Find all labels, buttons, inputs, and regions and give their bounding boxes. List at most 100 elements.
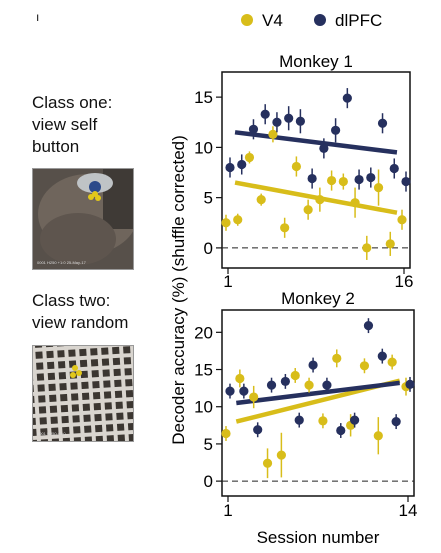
point-dlpfc bbox=[225, 162, 235, 173]
point-dlpfc bbox=[366, 172, 376, 183]
chart-monkey-1: Monkey 1 0 5 10 15 1 16 bbox=[194, 52, 413, 291]
gaze-dot bbox=[70, 372, 76, 378]
x-tick-label: 16 bbox=[395, 272, 414, 291]
point-dlpfc bbox=[225, 386, 235, 396]
point-dlpfc bbox=[405, 379, 415, 389]
point-v4 bbox=[315, 195, 325, 205]
legend-svg: V4 dlPFC bbox=[241, 11, 382, 30]
point-v4 bbox=[318, 416, 328, 426]
plot-frame bbox=[221, 71, 411, 269]
point-v4 bbox=[332, 353, 342, 363]
point-dlpfc bbox=[253, 425, 263, 435]
y-axis-label: Decoder accuracy (%) (shuffle corrected) bbox=[169, 135, 188, 445]
point-v4 bbox=[338, 176, 348, 187]
point-dlpfc bbox=[280, 376, 290, 387]
y-tick-label: 0 bbox=[204, 239, 213, 258]
point-dlpfc bbox=[295, 116, 305, 126]
point-dlpfc bbox=[294, 415, 304, 425]
point-v4 bbox=[327, 175, 337, 186]
point-dlpfc bbox=[248, 124, 259, 134]
class-one-photo: 0001 H250 +1:0 25-May-17 bbox=[32, 168, 134, 270]
photo-caption-2: 0001 H250 +1:0 bbox=[37, 431, 66, 436]
point-dlpfc bbox=[363, 321, 374, 331]
x-tick-label: 1 bbox=[223, 272, 232, 291]
point-dlpfc bbox=[401, 176, 411, 187]
point-dlpfc bbox=[342, 93, 352, 103]
point-v4 bbox=[362, 243, 372, 253]
x-tick-label: 1 bbox=[223, 501, 232, 520]
point-dlpfc bbox=[331, 125, 341, 135]
point-v4 bbox=[256, 195, 266, 205]
photo-caption-1: 0001 H250 +1:0 25-May-17 bbox=[37, 260, 87, 265]
class-one-label: Class one: view self button bbox=[32, 93, 113, 156]
point-dlpfc bbox=[266, 380, 277, 390]
plot-frame bbox=[221, 309, 415, 497]
point-v4 bbox=[249, 392, 259, 402]
legend-swatch-v4 bbox=[241, 14, 253, 26]
x-tick-label: 14 bbox=[399, 501, 418, 520]
point-dlpfc bbox=[319, 143, 329, 153]
chart-monkey-2: Monkey 2 0 5 10 15 20 1 14 bbox=[194, 289, 417, 520]
point-v4 bbox=[221, 428, 231, 439]
chart-title: Monkey 2 bbox=[281, 289, 355, 308]
chart-title: Monkey 1 bbox=[279, 52, 353, 71]
legend-swatch-dlpfc bbox=[314, 14, 326, 26]
point-v4 bbox=[304, 380, 314, 390]
point-v4 bbox=[373, 431, 383, 441]
point-v4 bbox=[373, 182, 384, 193]
point-dlpfc bbox=[260, 109, 270, 119]
point-v4 bbox=[397, 215, 407, 225]
point-v4 bbox=[244, 152, 255, 163]
point-dlpfc bbox=[307, 173, 317, 184]
y-tick-label: 5 bbox=[204, 435, 213, 454]
y-tick-label: 10 bbox=[194, 138, 213, 157]
point-dlpfc bbox=[377, 351, 387, 361]
point-v4 bbox=[280, 223, 290, 233]
point-v4 bbox=[262, 458, 273, 468]
point-v4 bbox=[303, 205, 313, 215]
x-axis-label: Session number bbox=[257, 528, 380, 547]
gaze-dot bbox=[95, 195, 101, 201]
point-dlpfc bbox=[284, 113, 294, 123]
gaze-dot bbox=[88, 194, 94, 200]
y-tick-label: 15 bbox=[194, 361, 213, 380]
legend-label-v4: V4 bbox=[262, 11, 283, 30]
point-v4 bbox=[276, 450, 286, 460]
point-dlpfc bbox=[322, 380, 332, 390]
point-v4 bbox=[387, 357, 397, 367]
point-v4 bbox=[385, 239, 395, 249]
point-v4 bbox=[359, 361, 370, 371]
point-v4 bbox=[268, 129, 278, 139]
point-dlpfc bbox=[354, 174, 364, 185]
fit-line-dlpfc bbox=[234, 130, 398, 155]
class-two-photo-svg: 0001 H250 +1:0 bbox=[33, 346, 133, 441]
y-tick-label: 15 bbox=[194, 88, 213, 107]
y-tick-label: 10 bbox=[194, 398, 213, 417]
point-dlpfc bbox=[239, 386, 249, 396]
point-v4 bbox=[291, 161, 301, 172]
point-v4 bbox=[290, 370, 300, 381]
point-v4 bbox=[350, 198, 360, 208]
point-dlpfc bbox=[237, 159, 247, 170]
fit-line-dlpfc bbox=[236, 380, 400, 406]
legend-label-dlpfc: dlPFC bbox=[335, 11, 382, 30]
y-tick-label: 5 bbox=[204, 189, 213, 208]
point-v4 bbox=[233, 215, 243, 225]
y-tick-label: 20 bbox=[194, 323, 213, 342]
point-v4 bbox=[235, 373, 245, 384]
class-two-label: Class two: view random bbox=[32, 291, 129, 332]
corner-mark: ı bbox=[36, 10, 40, 24]
gaze-dot bbox=[76, 370, 82, 376]
point-dlpfc bbox=[336, 425, 346, 436]
point-dlpfc bbox=[350, 415, 360, 425]
legend: V4 dlPFC bbox=[240, 8, 440, 37]
point-dlpfc bbox=[308, 360, 318, 370]
point-dlpfc bbox=[389, 163, 399, 174]
point-v4 bbox=[221, 218, 231, 228]
point-dlpfc bbox=[272, 117, 282, 127]
class-two-photo: 0001 H250 +1:0 bbox=[32, 345, 134, 442]
point-dlpfc bbox=[391, 417, 401, 427]
class-one-photo-svg: 0001 H250 +1:0 25-May-17 bbox=[33, 169, 133, 269]
target-marker bbox=[89, 181, 101, 193]
